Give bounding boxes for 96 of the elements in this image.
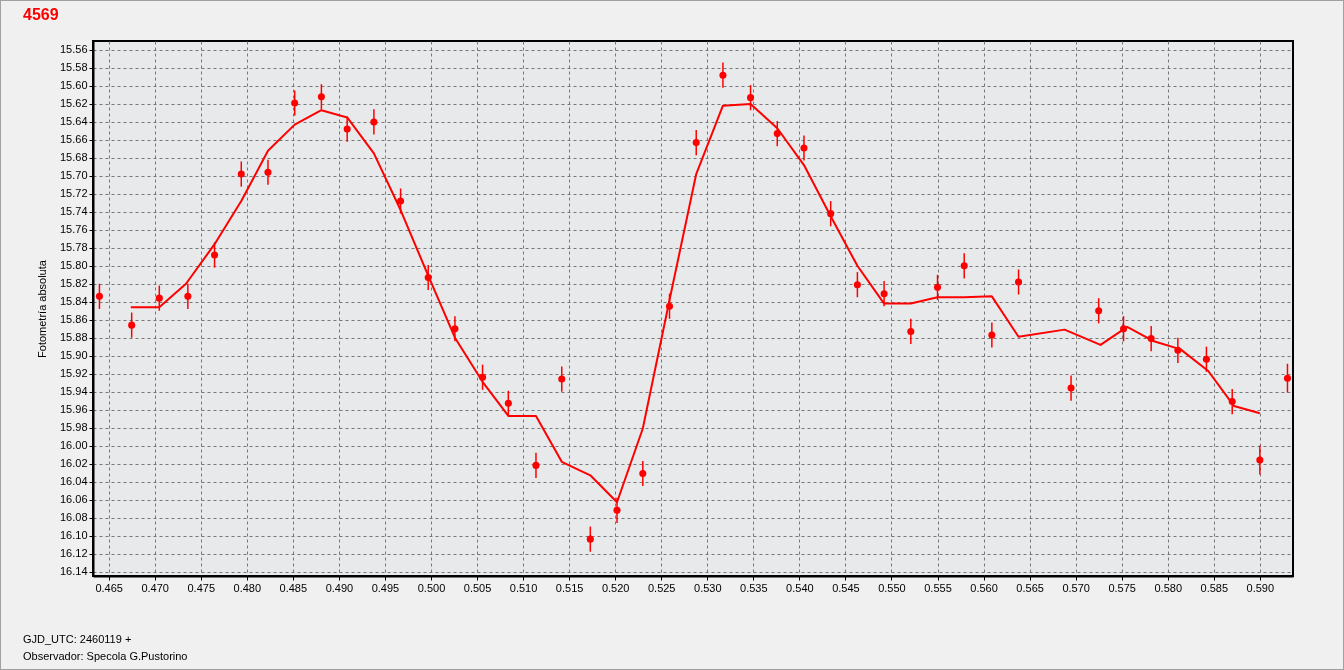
- y-tick-label: 15.96: [59, 403, 88, 416]
- y-tick-label: 16.00: [59, 439, 88, 452]
- point: [907, 327, 915, 335]
- x-tick-label: 0.555: [924, 581, 952, 594]
- point: [586, 535, 594, 543]
- y-tick-label: 15.72: [59, 187, 88, 200]
- point: [264, 168, 272, 176]
- point: [960, 262, 968, 270]
- y-tick-label: 15.62: [59, 97, 88, 110]
- x-tick-label: 0.570: [1062, 581, 1090, 594]
- x-tick-label: 0.465: [95, 581, 123, 594]
- point: [880, 290, 888, 298]
- x-tick-label: 0.470: [141, 581, 169, 594]
- x-tick-label: 0.550: [878, 581, 906, 594]
- point: [853, 281, 861, 289]
- y-tick-label: 16.08: [59, 511, 88, 524]
- x-tick-label: 0.565: [1016, 581, 1044, 594]
- x-tick-label: 0.520: [601, 581, 630, 594]
- point: [1015, 278, 1023, 286]
- y-tick-label: 15.64: [59, 115, 88, 128]
- x-tick-label: 0.590: [1246, 581, 1275, 594]
- x-tick-label: 0.525: [647, 581, 676, 594]
- point: [773, 130, 781, 138]
- x-tick-label: 0.500: [417, 581, 446, 594]
- point: [692, 139, 700, 147]
- y-tick-label: 15.86: [59, 313, 88, 326]
- x-tick-label: 0.560: [970, 581, 998, 594]
- point: [800, 144, 808, 152]
- y-axis-title: Fotometría absoluta: [35, 259, 48, 358]
- y-tick-label: 15.70: [59, 169, 88, 182]
- point: [747, 94, 755, 102]
- point: [504, 399, 512, 407]
- y-tick-label: 16.02: [59, 457, 88, 470]
- point: [1202, 355, 1210, 363]
- x-tick-label: 0.510: [509, 581, 538, 594]
- x-tick-label: 0.530: [694, 581, 722, 594]
- x-tick-label: 0.495: [371, 581, 400, 594]
- y-tick-label: 15.82: [59, 277, 88, 290]
- y-tick-label: 15.80: [59, 259, 88, 272]
- x-tick-label: 0.505: [463, 581, 492, 594]
- y-tick-label: 15.68: [59, 151, 88, 164]
- point: [933, 283, 942, 291]
- x-tick-label: 0.515: [555, 581, 584, 594]
- y-tick-label: 16.06: [59, 493, 88, 506]
- y-tick-label: 15.76: [59, 223, 88, 236]
- point: [370, 118, 378, 126]
- point: [184, 292, 192, 300]
- point: [719, 71, 727, 79]
- y-tick-label: 16.10: [59, 529, 88, 542]
- x-tick-label: 0.475: [187, 581, 216, 594]
- y-tick-label: 15.74: [59, 205, 88, 218]
- y-tick-label: 15.90: [59, 349, 88, 362]
- text: Observador: Specola G.Pustorino: [23, 649, 188, 664]
- point: [1095, 307, 1103, 315]
- point: [155, 294, 163, 302]
- chart-title: 4569: [23, 6, 59, 23]
- point: [343, 125, 351, 133]
- y-tick-label: 15.58: [59, 61, 88, 74]
- x-tick-label: 0.545: [832, 581, 860, 594]
- y-tick-label: 16.14: [59, 565, 88, 577]
- y-tick-label: 15.78: [59, 241, 88, 254]
- x-tick-label: 0.480: [233, 581, 262, 594]
- point: [1067, 384, 1075, 392]
- point: [451, 325, 459, 333]
- y-tick-label: 16.12: [59, 547, 88, 560]
- x-tick-label: 0.580: [1154, 581, 1183, 594]
- point: [1283, 374, 1292, 382]
- y-tick-label: 15.88: [59, 331, 88, 344]
- point: [237, 170, 245, 178]
- x-tick-label: 0.540: [786, 581, 814, 594]
- point: [291, 99, 299, 107]
- y-tick-label: 15.84: [59, 295, 88, 308]
- text: GJD_UTC: 2460119 +: [23, 632, 133, 647]
- point: [613, 506, 621, 514]
- x-tick-label: 0.575: [1108, 581, 1136, 594]
- y-tick-label: 15.66: [59, 133, 88, 146]
- y-tick-label: 15.98: [59, 421, 88, 434]
- point: [988, 331, 996, 339]
- x-tick-label: 0.485: [279, 581, 308, 594]
- point: [317, 93, 325, 101]
- point: [1256, 456, 1264, 464]
- point: [95, 292, 103, 300]
- point: [128, 321, 136, 329]
- x-tick-label: 0.490: [325, 581, 354, 594]
- y-tick-label: 15.60: [59, 79, 88, 92]
- y-tick-label: 16.04: [59, 475, 88, 488]
- point: [397, 197, 405, 205]
- point: [211, 251, 219, 259]
- x-tick-label: 0.585: [1200, 581, 1229, 594]
- point: [532, 461, 540, 469]
- point: [558, 375, 566, 383]
- y-tick-label: 15.92: [59, 367, 88, 380]
- x-tick-label: 0.535: [740, 581, 768, 594]
- point: [639, 469, 647, 478]
- y-tick-label: 15.94: [59, 385, 88, 398]
- y-tick-label: 15.56: [59, 43, 88, 56]
